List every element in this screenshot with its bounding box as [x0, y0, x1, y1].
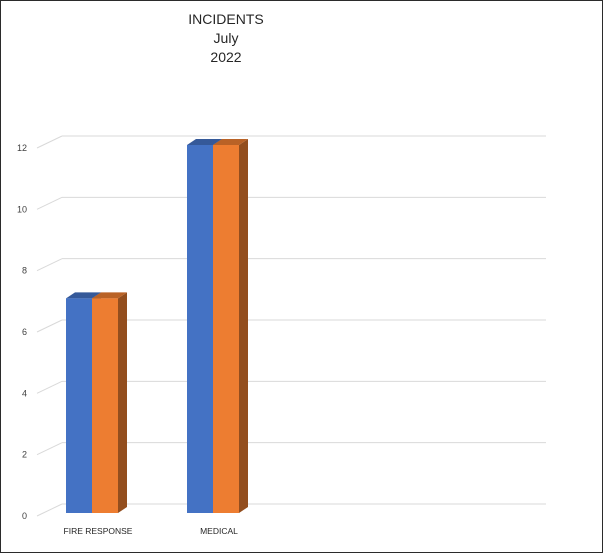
- y-tick-label: 12: [17, 143, 27, 153]
- chart-title-line-2: July: [213, 30, 239, 46]
- gridline-diagonal: [36, 380, 63, 394]
- bar-front: [187, 145, 213, 513]
- bar-side: [118, 292, 127, 513]
- y-tick-label: 2: [22, 450, 27, 460]
- chart-title-line-3: 2022: [210, 49, 242, 65]
- y-tick-label: 6: [22, 327, 27, 337]
- bar-fire-response-series-2: [92, 292, 127, 513]
- bar-front: [213, 145, 239, 513]
- bar-front: [92, 298, 118, 513]
- gridline-diagonal: [36, 319, 63, 333]
- bar-front: [66, 298, 92, 513]
- bar-top: [187, 139, 222, 145]
- x-axis-categories: FIRE RESPONSE MEDICAL: [64, 526, 239, 536]
- bar-top: [213, 139, 248, 145]
- gridline-diagonal: [36, 258, 63, 272]
- y-tick-label: 8: [22, 266, 27, 276]
- x-category-label: FIRE RESPONSE: [64, 526, 133, 536]
- gridline-diagonal: [36, 503, 63, 517]
- bar-medical-series-2: [213, 139, 248, 513]
- y-tick-label: 4: [22, 388, 27, 398]
- y-axis-ticks: 0 2 4 6 8 10 12: [17, 143, 27, 521]
- x-category-label: MEDICAL: [200, 526, 238, 536]
- gridline-diagonal: [36, 442, 63, 456]
- bar-top: [66, 292, 101, 299]
- y-tick-label: 10: [17, 204, 27, 214]
- chart-title-line-1: INCIDENTS: [188, 11, 264, 27]
- gridline-diagonal: [36, 196, 63, 210]
- bar-side: [239, 139, 248, 513]
- bar-top: [92, 292, 127, 299]
- bars: [66, 139, 248, 513]
- y-tick-label: 0: [22, 511, 27, 521]
- chart-title: INCIDENTS July 2022: [151, 10, 301, 67]
- gridlines: [36, 135, 546, 517]
- gridline-diagonal: [36, 135, 63, 149]
